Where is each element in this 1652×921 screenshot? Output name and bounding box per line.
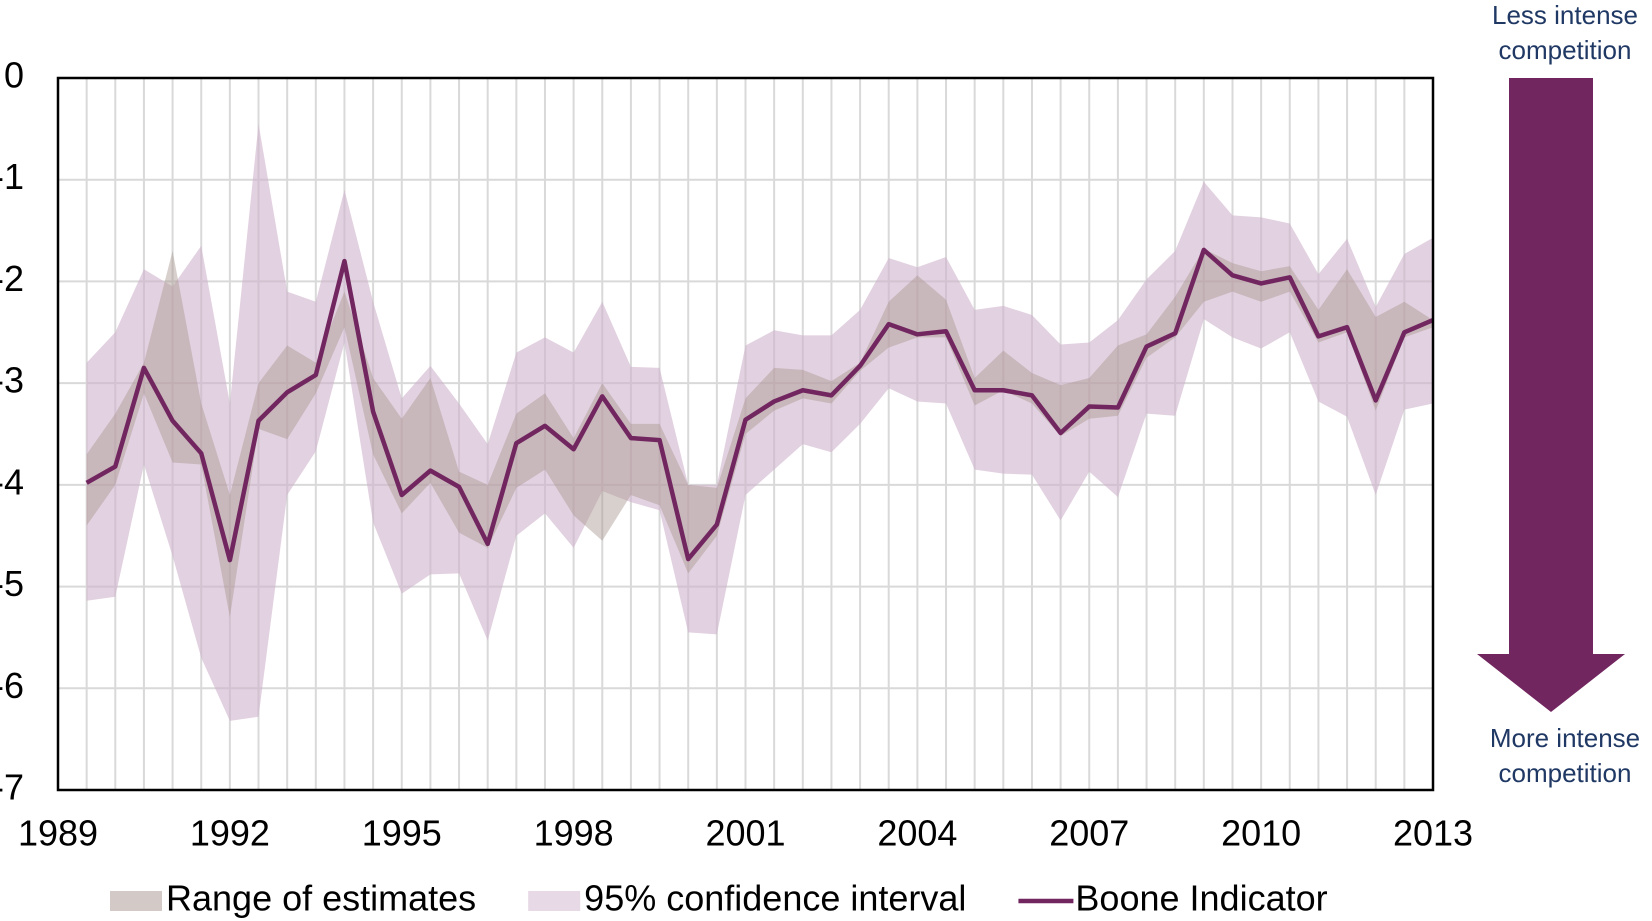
direction-arrow bbox=[1477, 78, 1625, 712]
band-area bbox=[86, 123, 1433, 721]
x-tick-label: 2004 bbox=[877, 813, 957, 854]
y-tick-label: -4 bbox=[0, 461, 24, 502]
x-tick-label: 1995 bbox=[362, 813, 442, 854]
y-tick-label: -1 bbox=[0, 156, 24, 197]
x-tick-label: 2001 bbox=[705, 813, 785, 854]
plot-area: 0 -1 -2 -3 -4 -5 -6 -7 1989 1992 1995 1998 2001 2004 2… bbox=[0, 55, 1473, 919]
x-tick-label: 1989 bbox=[18, 813, 98, 854]
annotation: Less intense bbox=[1492, 0, 1638, 30]
series-line bbox=[85, 247, 1434, 563]
y-tick-label: -7 bbox=[0, 767, 24, 808]
y-tick-label: -3 bbox=[0, 360, 24, 401]
annotation: competition bbox=[1499, 35, 1632, 65]
legend-label: Range of estimates bbox=[166, 878, 476, 919]
x-tick-label: 1992 bbox=[190, 813, 270, 854]
legend-swatch bbox=[528, 891, 581, 911]
x-tick-label: 1998 bbox=[534, 813, 614, 854]
y-tick-label: -2 bbox=[0, 258, 24, 299]
y-tick-label: -5 bbox=[0, 563, 24, 604]
y-tick-label: -6 bbox=[0, 665, 24, 706]
legend-label: 95% confidence interval bbox=[584, 878, 966, 919]
legend-label: Boone Indicator bbox=[1075, 878, 1327, 919]
legend-swatch bbox=[110, 891, 162, 911]
annotation: More intense bbox=[1490, 723, 1640, 753]
band-area bbox=[86, 248, 1433, 618]
y-tick-label: 0 bbox=[4, 55, 24, 96]
x-tick-label: 2007 bbox=[1049, 813, 1129, 854]
plot-frame bbox=[56, 76, 1435, 792]
annotation: competition bbox=[1499, 758, 1632, 788]
x-tick-label: 2010 bbox=[1221, 813, 1301, 854]
x-tick-label: 2013 bbox=[1393, 813, 1473, 854]
